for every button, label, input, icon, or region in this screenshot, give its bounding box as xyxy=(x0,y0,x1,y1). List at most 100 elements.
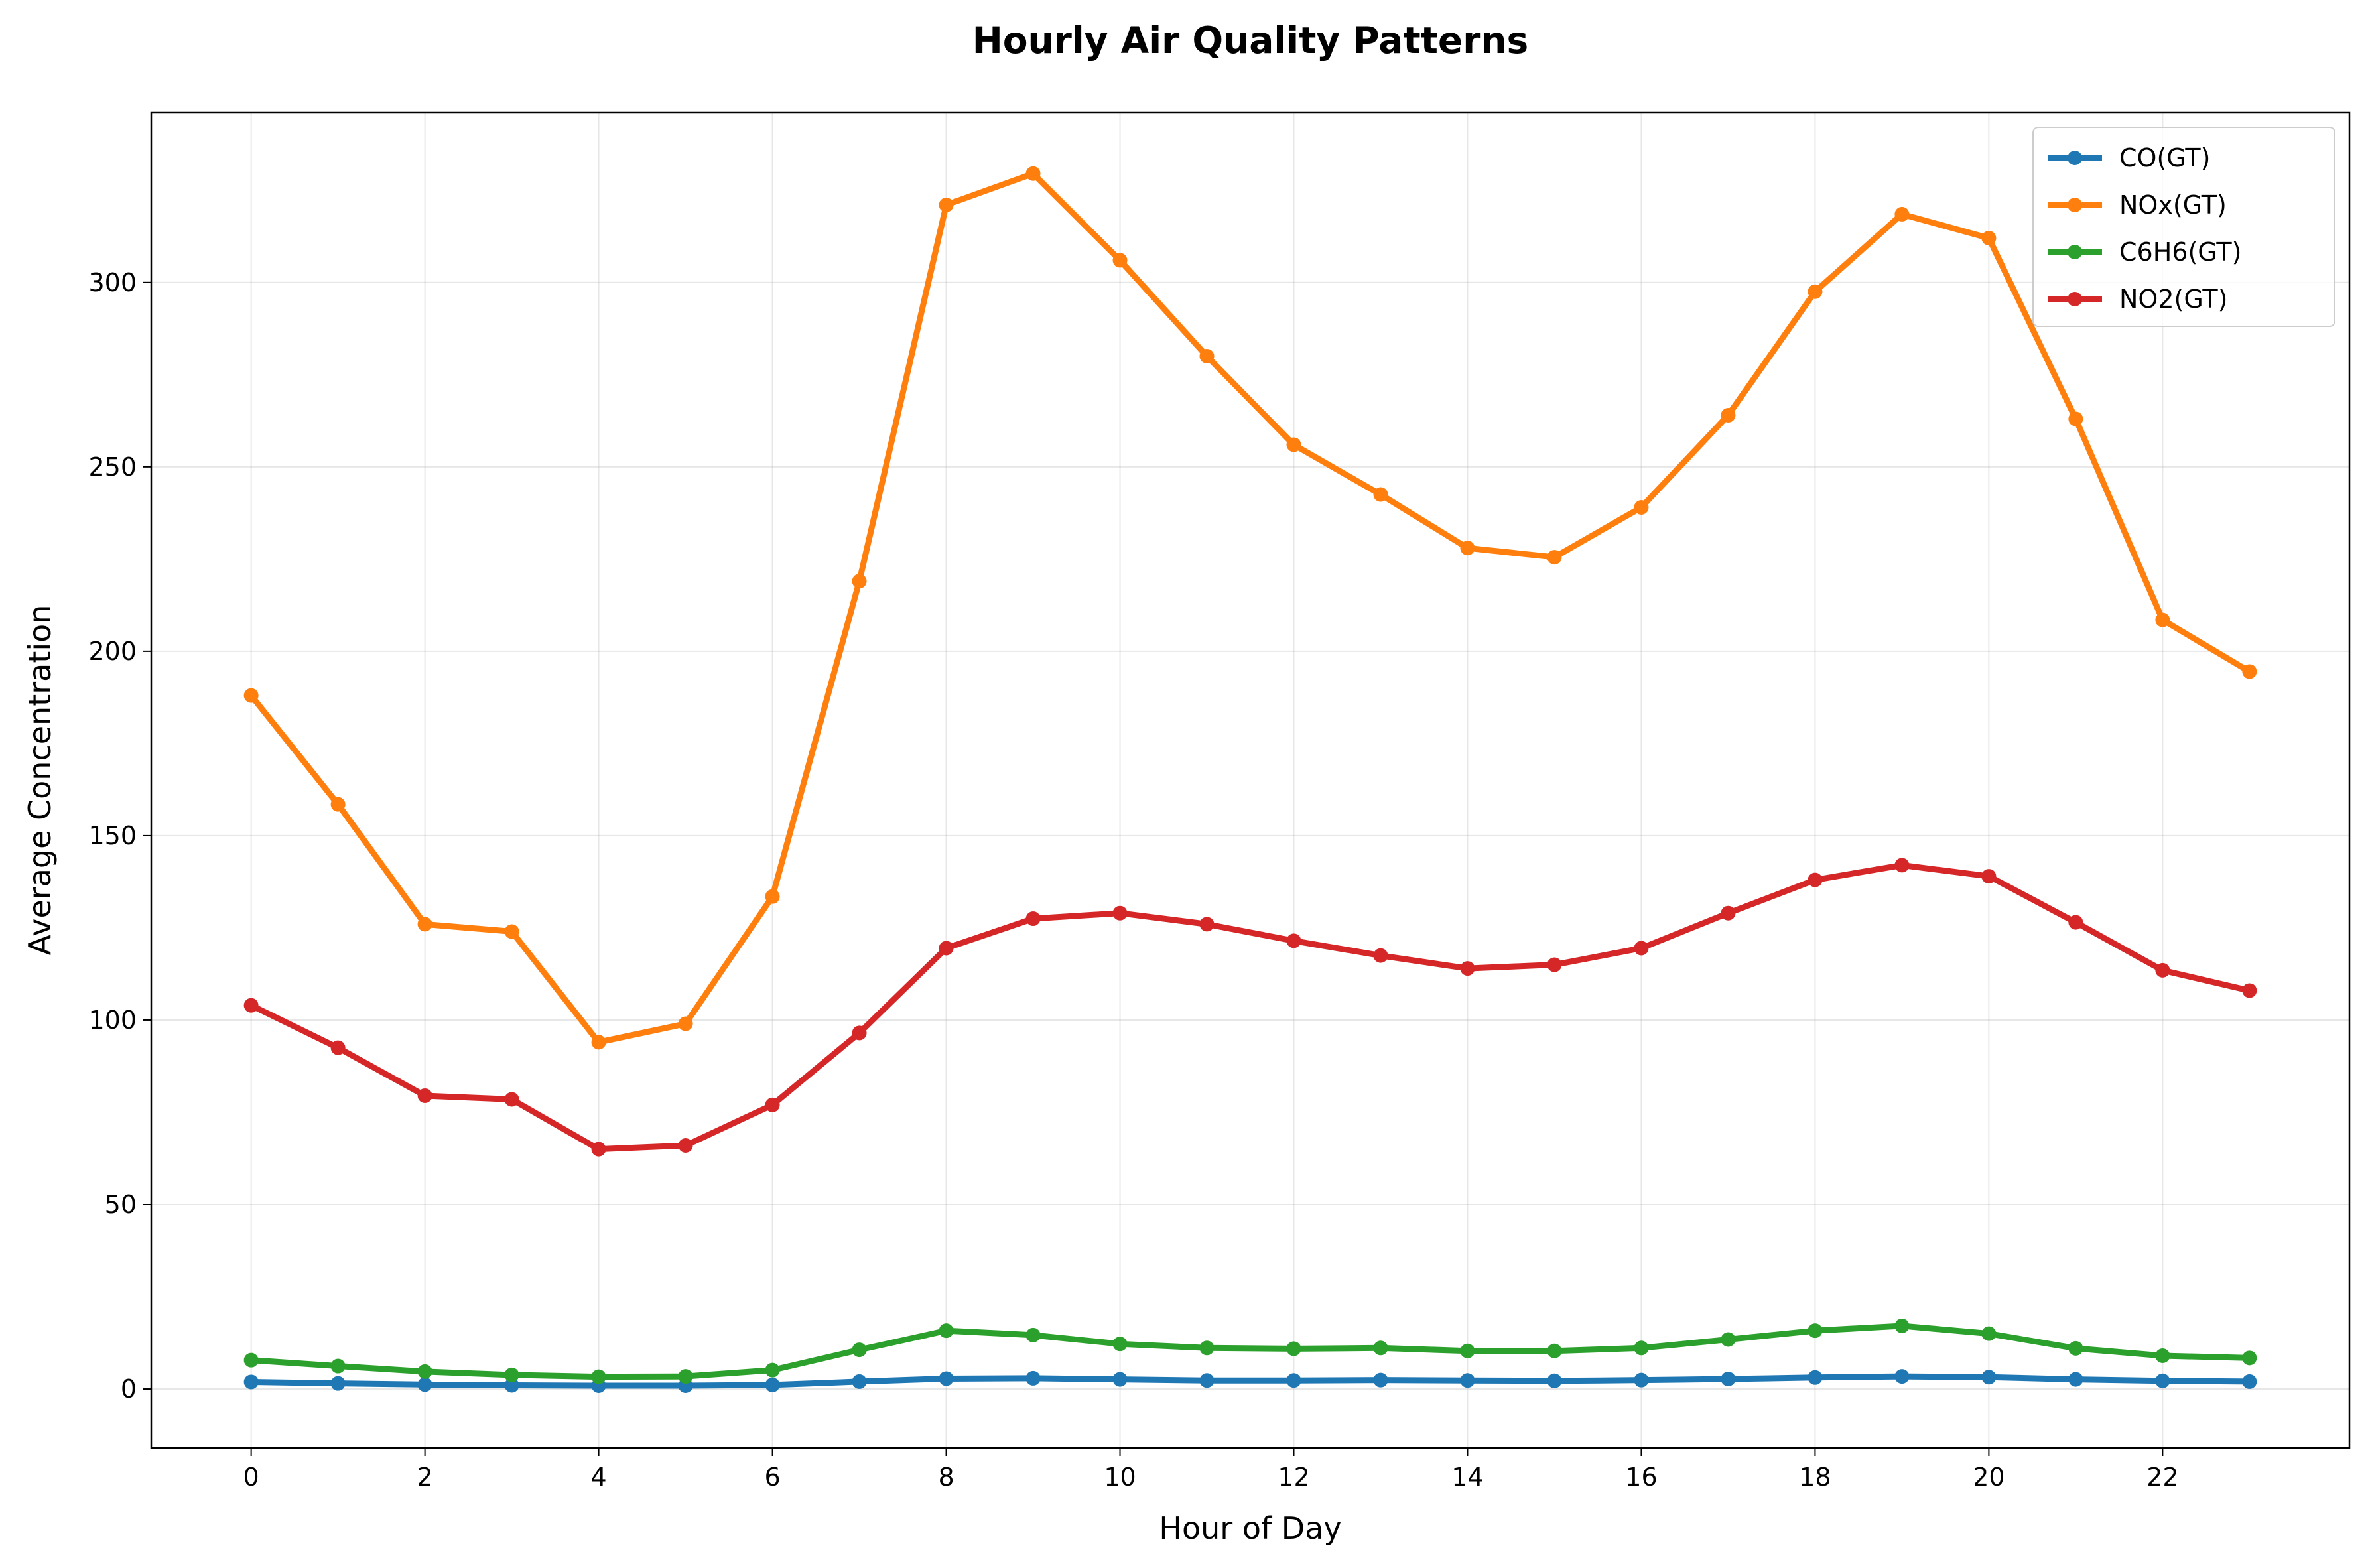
data-point-co-gt xyxy=(765,1377,780,1392)
chart-title: Hourly Air Quality Patterns xyxy=(972,19,1529,62)
x-tick-label: 20 xyxy=(1973,1463,2005,1492)
data-point-no2-gt xyxy=(1808,872,1823,887)
data-point-co-gt xyxy=(939,1371,954,1386)
data-point-co-gt xyxy=(1634,1372,1649,1388)
data-point-nox-gt xyxy=(2242,664,2257,679)
data-point-c6h6-gt xyxy=(1025,1327,1041,1342)
data-point-c6h6-gt xyxy=(1894,1318,1910,1333)
series-layer xyxy=(243,166,2257,1394)
data-point-nox-gt xyxy=(2068,411,2083,426)
x-tick-label: 0 xyxy=(243,1463,259,1492)
plot-frame xyxy=(150,111,2351,1449)
data-point-nox-gt xyxy=(1373,487,1388,502)
y-axis-label: Average Concentration xyxy=(22,605,58,956)
data-point-no2-gt xyxy=(1199,917,1215,932)
legend-frame xyxy=(2032,127,2335,327)
data-point-no2-gt xyxy=(765,1097,780,1112)
data-point-no2-gt xyxy=(1981,869,1997,884)
data-point-co-gt xyxy=(1112,1372,1128,1387)
data-point-nox-gt xyxy=(1721,407,1736,423)
data-point-co-gt xyxy=(1547,1373,1562,1388)
data-point-c6h6-gt xyxy=(417,1364,432,1379)
x-tick-label: 16 xyxy=(1625,1463,1657,1492)
data-point-no2-gt xyxy=(504,1092,519,1107)
data-point-nox-gt xyxy=(1547,550,1562,565)
series-line-no2-gt xyxy=(248,862,2253,1153)
data-point-c6h6-gt xyxy=(1634,1340,1649,1356)
data-point-nox-gt xyxy=(1286,437,1301,452)
data-point-nox-gt xyxy=(1808,284,1823,299)
data-point-no2-gt xyxy=(1894,858,1910,873)
data-point-co-gt xyxy=(1721,1372,1736,1387)
data-point-co-gt xyxy=(852,1374,867,1389)
data-point-c6h6-gt xyxy=(1112,1337,1128,1352)
series-no2-gt xyxy=(243,858,2257,1157)
data-point-no2-gt xyxy=(330,1040,346,1055)
data-point-c6h6-gt xyxy=(2242,1350,2257,1366)
data-point-c6h6-gt xyxy=(1373,1340,1388,1356)
data-point-nox-gt xyxy=(765,889,780,904)
y-tick-label: 100 xyxy=(88,1006,137,1035)
x-tick-label: 6 xyxy=(764,1463,780,1492)
x-tick-label: 18 xyxy=(1799,1463,1831,1492)
data-point-no2-gt xyxy=(1025,911,1041,927)
data-point-nox-gt xyxy=(1634,500,1649,515)
data-point-co-gt xyxy=(417,1377,432,1392)
legend-swatch-marker xyxy=(2068,292,2082,306)
data-point-co-gt xyxy=(1894,1369,1910,1384)
data-point-c6h6-gt xyxy=(939,1323,954,1339)
data-point-co-gt xyxy=(1199,1373,1215,1388)
legend-item: CO(GT) xyxy=(2048,143,2210,172)
legend: CO(GT) NOx(GT) C6H6(GT) NO2(GT) xyxy=(2032,127,2335,327)
x-tick-label: 22 xyxy=(2146,1463,2178,1492)
data-point-c6h6-gt xyxy=(852,1342,867,1358)
data-point-co-gt xyxy=(1808,1370,1823,1385)
y-tick-label: 50 xyxy=(105,1190,137,1219)
data-point-nox-gt xyxy=(939,198,954,213)
data-point-c6h6-gt xyxy=(678,1369,693,1384)
data-point-no2-gt xyxy=(2242,983,2257,998)
data-point-c6h6-gt xyxy=(2068,1340,2083,1356)
data-point-no2-gt xyxy=(2068,915,2083,930)
data-point-c6h6-gt xyxy=(591,1369,606,1384)
series-nox-gt xyxy=(243,166,2257,1050)
data-point-co-gt xyxy=(504,1378,519,1393)
data-point-nox-gt xyxy=(330,797,346,812)
data-point-no2-gt xyxy=(1112,905,1128,921)
y-tick-label: 300 xyxy=(88,268,137,297)
y-tick-label: 0 xyxy=(121,1374,137,1404)
data-point-c6h6-gt xyxy=(765,1362,780,1378)
data-point-c6h6-gt xyxy=(504,1367,519,1382)
x-tick-label: 14 xyxy=(1451,1463,1483,1492)
series-line-c6h6-gt xyxy=(248,1323,2253,1380)
data-point-co-gt xyxy=(330,1376,346,1391)
data-point-no2-gt xyxy=(591,1142,606,1157)
legend-label: NOx(GT) xyxy=(2119,190,2227,220)
data-point-no2-gt xyxy=(1547,957,1562,972)
data-point-c6h6-gt xyxy=(1808,1323,1823,1339)
data-point-nox-gt xyxy=(243,688,259,703)
y-axis: 0 50 100 150 200 250 300 xyxy=(88,268,151,1404)
legend-swatch-marker xyxy=(2068,245,2082,259)
series-line-nox-gt xyxy=(248,170,2253,1045)
legend-item: C6H6(GT) xyxy=(2048,237,2241,267)
x-tick-label: 8 xyxy=(938,1463,954,1492)
data-point-c6h6-gt xyxy=(1721,1332,1736,1347)
legend-swatch-marker xyxy=(2068,198,2082,212)
data-point-nox-gt xyxy=(1199,349,1215,364)
data-point-co-gt xyxy=(1373,1372,1388,1388)
x-tick-label: 4 xyxy=(590,1463,606,1492)
series-c6h6-gt xyxy=(243,1318,2257,1384)
data-point-nox-gt xyxy=(417,917,432,932)
data-point-c6h6-gt xyxy=(1286,1341,1301,1356)
data-point-nox-gt xyxy=(1112,253,1128,268)
data-point-c6h6-gt xyxy=(1199,1340,1215,1356)
y-tick-label: 250 xyxy=(88,452,137,482)
data-point-nox-gt xyxy=(678,1016,693,1031)
data-point-no2-gt xyxy=(1634,941,1649,956)
data-point-c6h6-gt xyxy=(330,1358,346,1374)
data-point-co-gt xyxy=(2242,1374,2257,1389)
series-line-co-gt xyxy=(248,1373,2253,1389)
x-axis-label: Hour of Day xyxy=(1159,1510,1341,1546)
